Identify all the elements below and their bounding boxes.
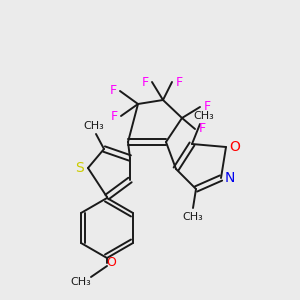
Text: O: O: [106, 256, 116, 269]
Text: N: N: [225, 171, 235, 185]
Text: F: F: [141, 76, 148, 88]
Text: O: O: [230, 140, 240, 154]
Text: F: F: [203, 100, 211, 113]
Text: S: S: [75, 161, 83, 175]
Text: CH₃: CH₃: [70, 277, 92, 287]
Text: CH₃: CH₃: [183, 212, 203, 222]
Text: CH₃: CH₃: [84, 121, 104, 131]
Text: F: F: [110, 85, 117, 98]
Text: CH₃: CH₃: [194, 111, 214, 121]
Text: F: F: [110, 110, 118, 122]
Text: F: F: [198, 122, 206, 136]
Text: F: F: [176, 76, 183, 88]
